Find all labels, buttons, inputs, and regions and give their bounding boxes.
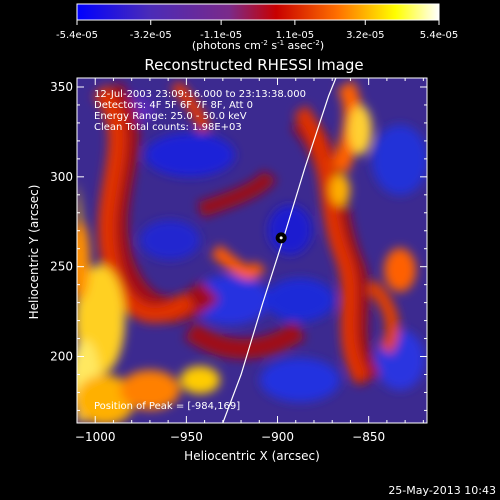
colorbar-tick-label: 5.4e-05 [420,30,458,41]
x-axis-ticks: −1000 −950 −900 −850 [75,78,424,444]
annotation-time-range: 12-Jul-2003 23:09:16.000 to 23:13:38.000 [94,89,306,100]
colorbar-tick-label: -5.4e-05 [56,30,98,41]
colorbar-ticks: -5.4e-05 -3.2e-05 -1.1e-05 1.1e-05 3.2e-05 5.… [56,20,458,41]
colorbar-units: (photons cm-2 s-1 asec-2) [192,39,324,52]
colorbar-tick-label: -3.2e-05 [130,30,172,41]
x-tick-label: −850 [352,430,385,444]
peak-marker [275,232,287,244]
y-tick-label: 200 [50,350,73,364]
colorbar-tick-label: 1.1e-05 [276,30,314,41]
y-tick-label: 300 [50,170,73,184]
x-tick-label: −1000 [75,430,116,444]
y-tick-label: 350 [50,80,73,94]
annotation-energy-range: Energy Range: 25.0 - 50.0 keV [94,111,247,122]
plot-frame [76,77,428,424]
chart-title: Reconstructed RHESSI Image [144,56,363,74]
x-axis-label: Heliocentric X (arcsec) [184,449,320,463]
footer-timestamp: 25-May-2013 10:43 [388,484,496,497]
annotation-peak-position: Position of Peak = [-984,169] [94,401,240,412]
annotation-detectors: Detectors: 4F 5F 6F 7F 8F, Att 0 [94,100,253,111]
heatmap-image [77,78,427,423]
marker-dot [279,236,283,240]
y-axis-ticks: 200 250 300 350 [50,80,427,411]
y-axis-label: Heliocentric Y (arcsec) [27,185,41,320]
colorbar [76,3,440,21]
y-tick-label: 250 [50,260,73,274]
x-tick-label: −950 [170,430,203,444]
colorbar-tick-label: -1.1e-05 [200,30,242,41]
x-tick-label: −900 [261,430,294,444]
colorbar-tick-label: 3.2e-05 [346,30,384,41]
annotation-clean-counts: Clean Total counts: 1.98E+03 [94,122,242,133]
